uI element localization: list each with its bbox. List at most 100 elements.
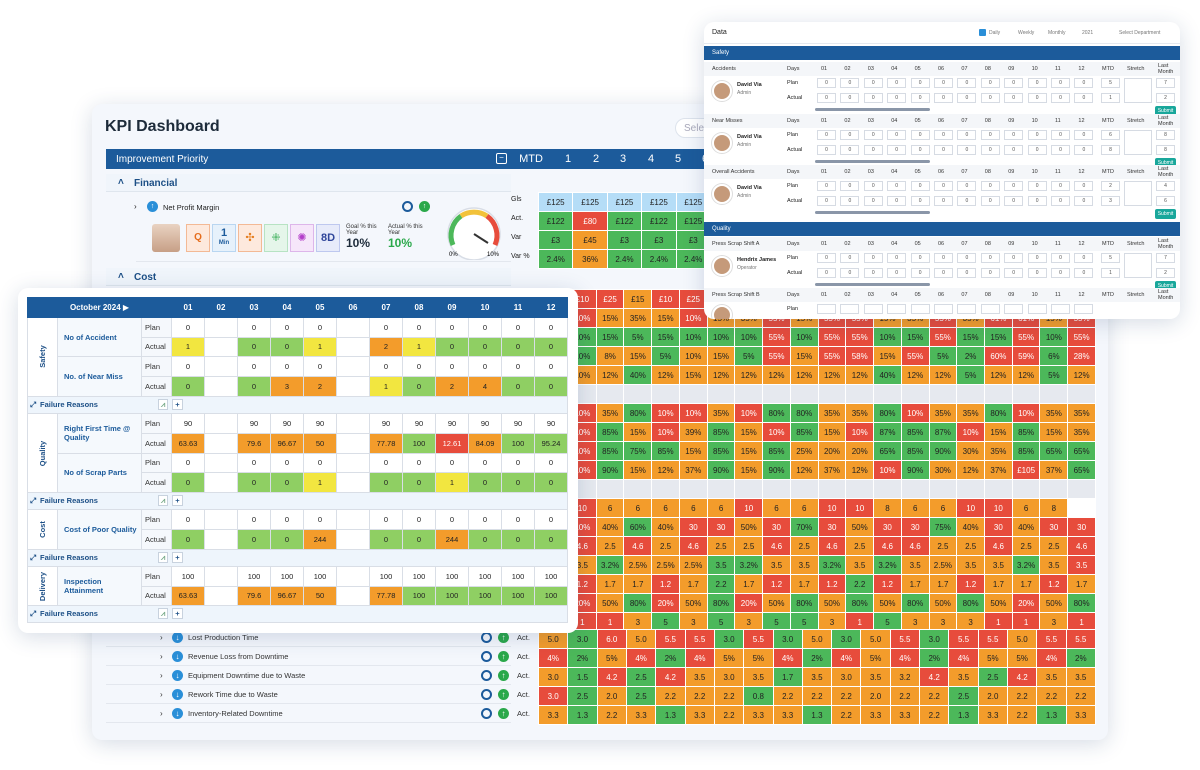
plan-cell[interactable]: 0: [237, 356, 271, 378]
heatmap-cell[interactable]: 10: [817, 498, 847, 518]
plan-input[interactable]: 0: [980, 253, 1000, 263]
actual-cell[interactable]: [336, 585, 370, 607]
plan-input[interactable]: 0: [957, 78, 977, 88]
heatmap-cell[interactable]: 6: [900, 498, 930, 518]
heatmap-cell[interactable]: 6: [678, 498, 708, 518]
plan-cell[interactable]: 0: [270, 452, 304, 474]
heatmap-cell[interactable]: [984, 384, 1013, 404]
heatmap-cell[interactable]: 5%: [977, 648, 1009, 668]
heatmap-cell[interactable]: 5%: [1006, 648, 1038, 668]
last-month-value[interactable]: 7: [1156, 253, 1175, 263]
filter-monthly[interactable]: Monthly: [1048, 30, 1066, 36]
scrollbar[interactable]: [815, 108, 930, 111]
heatmap-cell[interactable]: 30: [900, 517, 930, 537]
heatmap-cell[interactable]: 55%: [900, 346, 930, 366]
heatmap-cell[interactable]: 2.5: [845, 536, 875, 556]
actual-input[interactable]: 0: [863, 145, 883, 155]
heatmap-cell[interactable]: [706, 384, 736, 404]
section-financial[interactable]: ˄ Financial: [106, 174, 511, 192]
heatmap-cell[interactable]: 3.5: [900, 555, 930, 575]
plan-cell[interactable]: 0: [270, 316, 304, 338]
heatmap-cell[interactable]: 85%: [762, 441, 791, 461]
heatmap-cell[interactable]: [734, 479, 764, 499]
actual-cell[interactable]: 0: [402, 528, 436, 550]
heatmap-cell[interactable]: 87%: [873, 422, 902, 442]
heatmap-cell[interactable]: [734, 384, 764, 404]
heatmap-cell[interactable]: 40%: [623, 365, 653, 385]
heatmap-cell[interactable]: 5.5: [655, 629, 686, 649]
actual-cell[interactable]: [336, 528, 370, 550]
plan-cell[interactable]: 0: [468, 356, 502, 378]
heatmap-cell[interactable]: 10%: [651, 403, 680, 423]
plan-input[interactable]: 0: [957, 130, 977, 140]
plan-input[interactable]: 0: [980, 181, 1000, 191]
heatmap-cell[interactable]: 15%: [595, 327, 625, 347]
plan-input[interactable]: 0: [957, 253, 977, 263]
heatmap-cell[interactable]: 3.2%: [873, 555, 902, 575]
heatmap-cell[interactable]: 35%: [845, 403, 875, 423]
actual-input[interactable]: 0: [863, 196, 883, 206]
heatmap-cell[interactable]: 80%: [789, 403, 819, 423]
heatmap-cell[interactable]: 3: [678, 612, 708, 632]
heatmap-cell[interactable]: 55%: [1067, 327, 1096, 347]
fin-cell[interactable]: £80: [572, 211, 608, 231]
plan-cell[interactable]: 0: [402, 356, 436, 378]
heatmap-cell[interactable]: 1.2: [762, 574, 791, 594]
heatmap-cell[interactable]: 1.2: [1039, 574, 1069, 594]
plan-input[interactable]: 0: [957, 181, 977, 191]
submit-button[interactable]: Submit: [1155, 106, 1176, 116]
actual-input[interactable]: 0: [817, 196, 836, 206]
actual-cell[interactable]: 0: [402, 376, 436, 397]
heatmap-cell[interactable]: 12%: [789, 460, 819, 480]
fin-cell[interactable]: £45: [572, 230, 608, 250]
expand-icon[interactable]: ⤢: [30, 399, 36, 409]
plan-cell[interactable]: [204, 316, 238, 338]
heatmap-cell[interactable]: 3.0: [567, 629, 598, 649]
heatmap-cell[interactable]: [984, 479, 1013, 499]
actual-input[interactable]: 0: [1074, 268, 1094, 278]
heatmap-cell[interactable]: 1: [1011, 612, 1041, 632]
plan-input[interactable]: 0: [887, 181, 907, 191]
actual-input[interactable]: 0: [957, 145, 977, 155]
fishbone-icon[interactable]: ✣: [238, 224, 262, 252]
actual-cell[interactable]: [204, 376, 238, 397]
actual-cell[interactable]: 0: [270, 528, 304, 550]
actual-input[interactable]: 0: [1051, 93, 1070, 103]
plan-cell[interactable]: 90: [303, 412, 337, 434]
heatmap-cell[interactable]: 3.5: [1036, 667, 1067, 687]
heatmap-cell[interactable]: 2.2: [706, 574, 736, 594]
kpi-name-link[interactable]: Cost of Poor Quality: [57, 509, 142, 550]
actual-cell[interactable]: 96.67: [270, 432, 304, 454]
heatmap-cell[interactable]: 2.2: [713, 705, 745, 725]
heatmap-cell[interactable]: 35%: [928, 403, 958, 423]
actual-input[interactable]: 0: [1074, 93, 1094, 103]
heatmap-cell[interactable]: 1.5: [567, 667, 598, 687]
target-icon[interactable]: [481, 689, 492, 700]
fin-cell[interactable]: 2.4%: [606, 249, 643, 269]
actual-cell[interactable]: 0: [237, 528, 271, 550]
heatmap-cell[interactable]: 4.6: [817, 536, 847, 556]
actual-cell[interactable]: 100: [501, 432, 535, 454]
actual-cell[interactable]: 0: [171, 376, 205, 397]
plan-input[interactable]: 0: [910, 78, 930, 88]
heatmap-cell[interactable]: 3: [1039, 612, 1069, 632]
plan-cell[interactable]: 0: [369, 452, 403, 474]
heatmap-cell[interactable]: 3.5: [1067, 555, 1096, 575]
heatmap-cell[interactable]: 10: [956, 498, 986, 518]
heatmap-cell[interactable]: 3.5: [860, 667, 891, 687]
plan-cell[interactable]: 0: [237, 316, 271, 338]
heatmap-cell[interactable]: 2.5: [567, 686, 598, 706]
plan-cell[interactable]: 0: [501, 452, 535, 474]
heatmap-cell[interactable]: 80%: [956, 593, 986, 613]
heatmap-cell[interactable]: [678, 384, 708, 404]
heatmap-cell[interactable]: 3.2%: [1011, 555, 1041, 575]
heatmap-cell[interactable]: 10%: [678, 346, 708, 366]
chevron-up-icon[interactable]: ˄: [118, 177, 124, 188]
actual-input[interactable]: 0: [980, 196, 1000, 206]
heatmap-cell[interactable]: 2.5: [948, 686, 979, 706]
plan-cell[interactable]: 100: [534, 565, 568, 587]
heatmap-cell[interactable]: 37%: [1039, 460, 1069, 480]
plan-cell[interactable]: 0: [369, 356, 403, 378]
plan-input[interactable]: 0: [840, 130, 860, 140]
heatmap-cell[interactable]: 6: [623, 498, 653, 518]
